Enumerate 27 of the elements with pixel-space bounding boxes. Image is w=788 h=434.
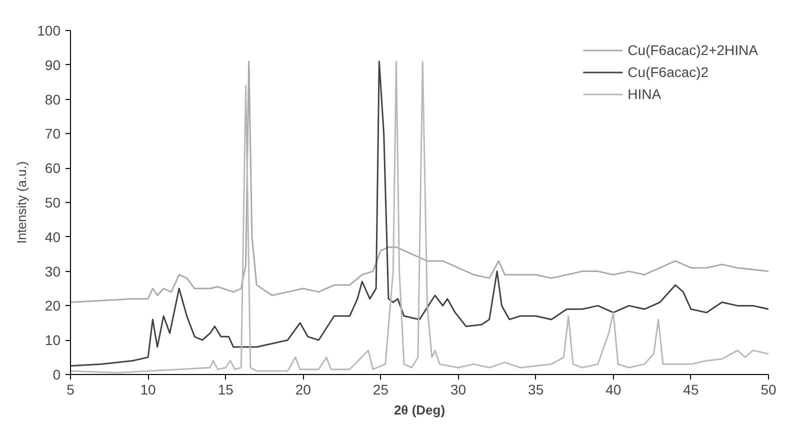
y-tick-label: 80 [44,91,61,108]
legend-label: Cu(F6acac)2+2HINA [628,42,758,58]
x-axis-title: 2θ (Deg) [394,402,446,418]
x-tick-label: 15 [218,382,234,398]
y-tick-label: 20 [44,298,61,314]
x-tick-label: 25 [372,382,389,398]
y-tick-label: 40 [44,228,61,245]
x-tick-label: 35 [528,382,544,398]
y-tick-label: 100 [37,22,61,38]
y-axis-title: Intensity (a.u.) [14,161,30,244]
y-tick-label: 0 [52,366,61,382]
x-tick-label: 50 [760,382,776,398]
x-tick-label: 45 [683,382,699,398]
y-tick-label: 50 [44,194,61,210]
x-tick-label: 10 [140,382,156,398]
y-tick-label: 10 [44,332,61,348]
y-tick-label: 30 [44,263,61,280]
legend-label: Cu(F6acac)2 [628,64,709,80]
x-tick-label: 30 [450,382,466,398]
legend-label: HINA [628,86,662,102]
line-series [70,60,768,304]
y-tick-label: 60 [44,160,61,176]
y-tick-label: 90 [44,56,61,73]
x-tick-label: 20 [295,382,312,398]
y-tick-label: 70 [44,126,61,142]
x-tick-label: 5 [66,382,75,398]
x-tick-label: 40 [606,382,622,398]
